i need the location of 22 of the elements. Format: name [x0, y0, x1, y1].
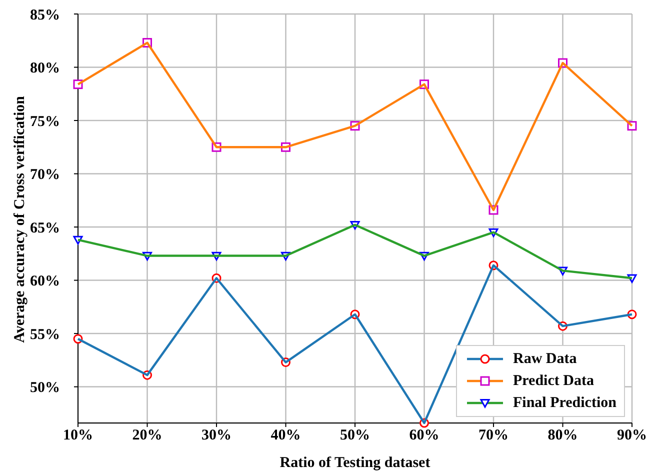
y-tick-label: 60%: [30, 274, 60, 290]
legend-label: Final Prediction: [513, 394, 616, 412]
x-tick-label: 30%: [202, 428, 232, 444]
x-tick-label: 50%: [340, 428, 370, 444]
y-axis-title: Average accuracy of Cross verification: [12, 96, 29, 343]
x-tick-label: 10%: [63, 428, 93, 444]
y-tick-label: 75%: [30, 114, 60, 130]
y-tick-label: 80%: [30, 60, 60, 77]
x-tick-label: 40%: [270, 428, 301, 444]
x-tick-label: 70%: [478, 428, 508, 444]
x-tick-label: 80%: [548, 428, 578, 444]
x-tick-label: 60%: [409, 428, 440, 444]
legend-label: Predict Data: [513, 372, 594, 390]
y-tick-label: 55%: [30, 326, 60, 343]
y-tick-label: 65%: [30, 220, 60, 236]
x-tick-label: 90%: [617, 428, 647, 444]
y-tick-label: 70%: [30, 167, 60, 184]
y-tick-label: 85%: [30, 7, 60, 24]
y-tick-label: 50%: [30, 380, 60, 396]
legend-label: Raw Data: [513, 350, 577, 368]
x-tick-label: 20%: [132, 428, 162, 444]
x-axis-title: Ratio of Testing dataset: [280, 455, 430, 471]
